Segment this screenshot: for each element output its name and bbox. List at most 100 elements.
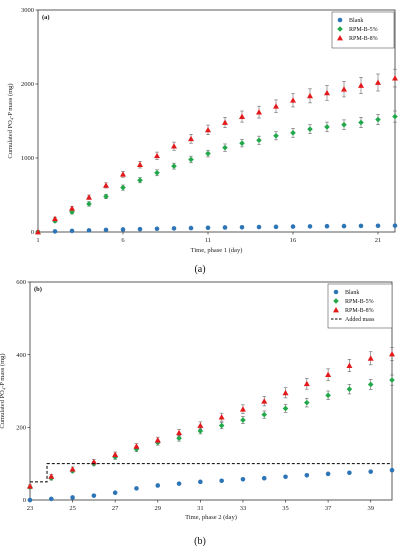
- data-point: [188, 135, 194, 142]
- data-point: [273, 103, 279, 109]
- series-2: [27, 347, 395, 489]
- x-tick-label: 33: [240, 505, 247, 512]
- legend-label: Added mass: [345, 317, 375, 323]
- data-point: [347, 470, 352, 476]
- panel-b-chart: 0 200 400 600 23 25 27 29 31 33 35 37 39 Time, phase …: [0, 279, 395, 547]
- data-point: [69, 228, 75, 234]
- series-0: [27, 467, 395, 503]
- y-axis-label: Cumulated PO₄-P mass (mg): [7, 83, 14, 158]
- legend-label: Blank: [345, 290, 359, 296]
- x-tick-label: 21: [375, 237, 382, 244]
- data-point: [346, 386, 353, 392]
- data-point: [341, 86, 347, 92]
- data-point: [120, 184, 126, 191]
- data-point: [304, 399, 310, 406]
- data-point: [218, 414, 225, 420]
- legend-swatch: [337, 17, 343, 23]
- data-point: [120, 171, 126, 177]
- data-point: [197, 428, 204, 434]
- y-axis-label: Cumulated PO₄-P mass (mg): [0, 353, 6, 428]
- legend-box: [331, 11, 395, 49]
- panel-tag: (b): [34, 286, 42, 293]
- data-point: [282, 389, 289, 396]
- data-point: [256, 224, 262, 230]
- data-point: [219, 478, 224, 484]
- data-point: [367, 381, 374, 388]
- x-axis-label: Time, phase 1 (day): [191, 247, 243, 254]
- data-point: [154, 152, 160, 159]
- legend: Blank RPM-B-5% RPM-B-8% Added mass: [327, 283, 393, 329]
- x-tick-label: 29: [155, 505, 162, 512]
- series-0: [35, 223, 398, 235]
- legend-label: RPM-B-8%: [349, 36, 378, 42]
- data-point: [239, 140, 245, 146]
- x-tick-label: 39: [367, 505, 374, 512]
- data-point: [324, 223, 330, 229]
- x-tick-label: 1: [36, 237, 39, 244]
- plot-frame: [29, 281, 393, 501]
- data-point: [188, 225, 194, 231]
- data-point: [103, 193, 109, 200]
- data-point: [154, 437, 161, 443]
- data-point: [91, 493, 97, 498]
- x-tick-label: 27: [112, 505, 119, 512]
- series-3: [30, 463, 392, 483]
- data-point: [290, 97, 296, 103]
- data-point: [171, 143, 177, 149]
- data-point: [240, 476, 246, 482]
- x-tick-label: 37: [325, 505, 332, 512]
- panel-caption: (a): [194, 264, 205, 275]
- legend-label: RPM-B-5%: [345, 299, 374, 305]
- x-tick-label: 23: [27, 505, 34, 512]
- data-point: [69, 466, 76, 472]
- data-point: [325, 471, 331, 477]
- data-point: [205, 126, 211, 133]
- legend-swatch: [333, 289, 339, 295]
- data-point: [176, 435, 182, 442]
- data-point: [341, 223, 347, 229]
- data-point: [86, 228, 92, 233]
- data-point: [112, 490, 118, 496]
- data-point: [261, 411, 268, 418]
- data-point: [307, 224, 313, 229]
- data-point: [137, 177, 143, 183]
- x-tick-label: 25: [69, 505, 76, 512]
- data-point: [304, 472, 310, 478]
- data-point: [112, 451, 119, 457]
- data-point: [171, 163, 177, 169]
- data-point: [35, 229, 41, 235]
- legend-label: RPM-B-8%: [345, 308, 374, 314]
- data-point: [205, 225, 211, 231]
- data-point: [375, 79, 381, 85]
- data-point: [324, 124, 330, 130]
- data-point: [86, 201, 92, 207]
- data-point: [389, 467, 395, 473]
- data-point: [256, 137, 262, 144]
- data-point: [90, 458, 97, 465]
- y-tick-label: 600: [16, 279, 26, 286]
- x-tick-label: 6: [121, 237, 125, 244]
- legend: Blank RPM-B-5% RPM-B-8%: [331, 11, 395, 49]
- data-point: [375, 223, 381, 229]
- y-tick-label: 2000: [21, 81, 34, 88]
- data-point: [325, 371, 332, 378]
- data-point: [70, 495, 75, 500]
- legend-swatch: [333, 298, 339, 304]
- data-point: [358, 223, 364, 229]
- legend-box: [327, 283, 393, 329]
- x-axis-label: Time, phase 2 (day): [185, 514, 237, 521]
- legend-label: RPM-B-5%: [349, 27, 378, 33]
- data-point: [368, 469, 374, 474]
- data-point: [389, 350, 395, 357]
- data-point: [154, 170, 160, 176]
- data-point: [261, 398, 268, 404]
- data-point: [155, 483, 161, 488]
- data-point: [303, 380, 310, 387]
- x-tick-label: 35: [282, 505, 289, 512]
- legend-swatch: [337, 26, 343, 32]
- data-point: [239, 113, 245, 119]
- data-point: [222, 225, 228, 230]
- data-point: [307, 126, 313, 132]
- x-tick-label: 31: [197, 505, 204, 512]
- data-point: [103, 182, 109, 188]
